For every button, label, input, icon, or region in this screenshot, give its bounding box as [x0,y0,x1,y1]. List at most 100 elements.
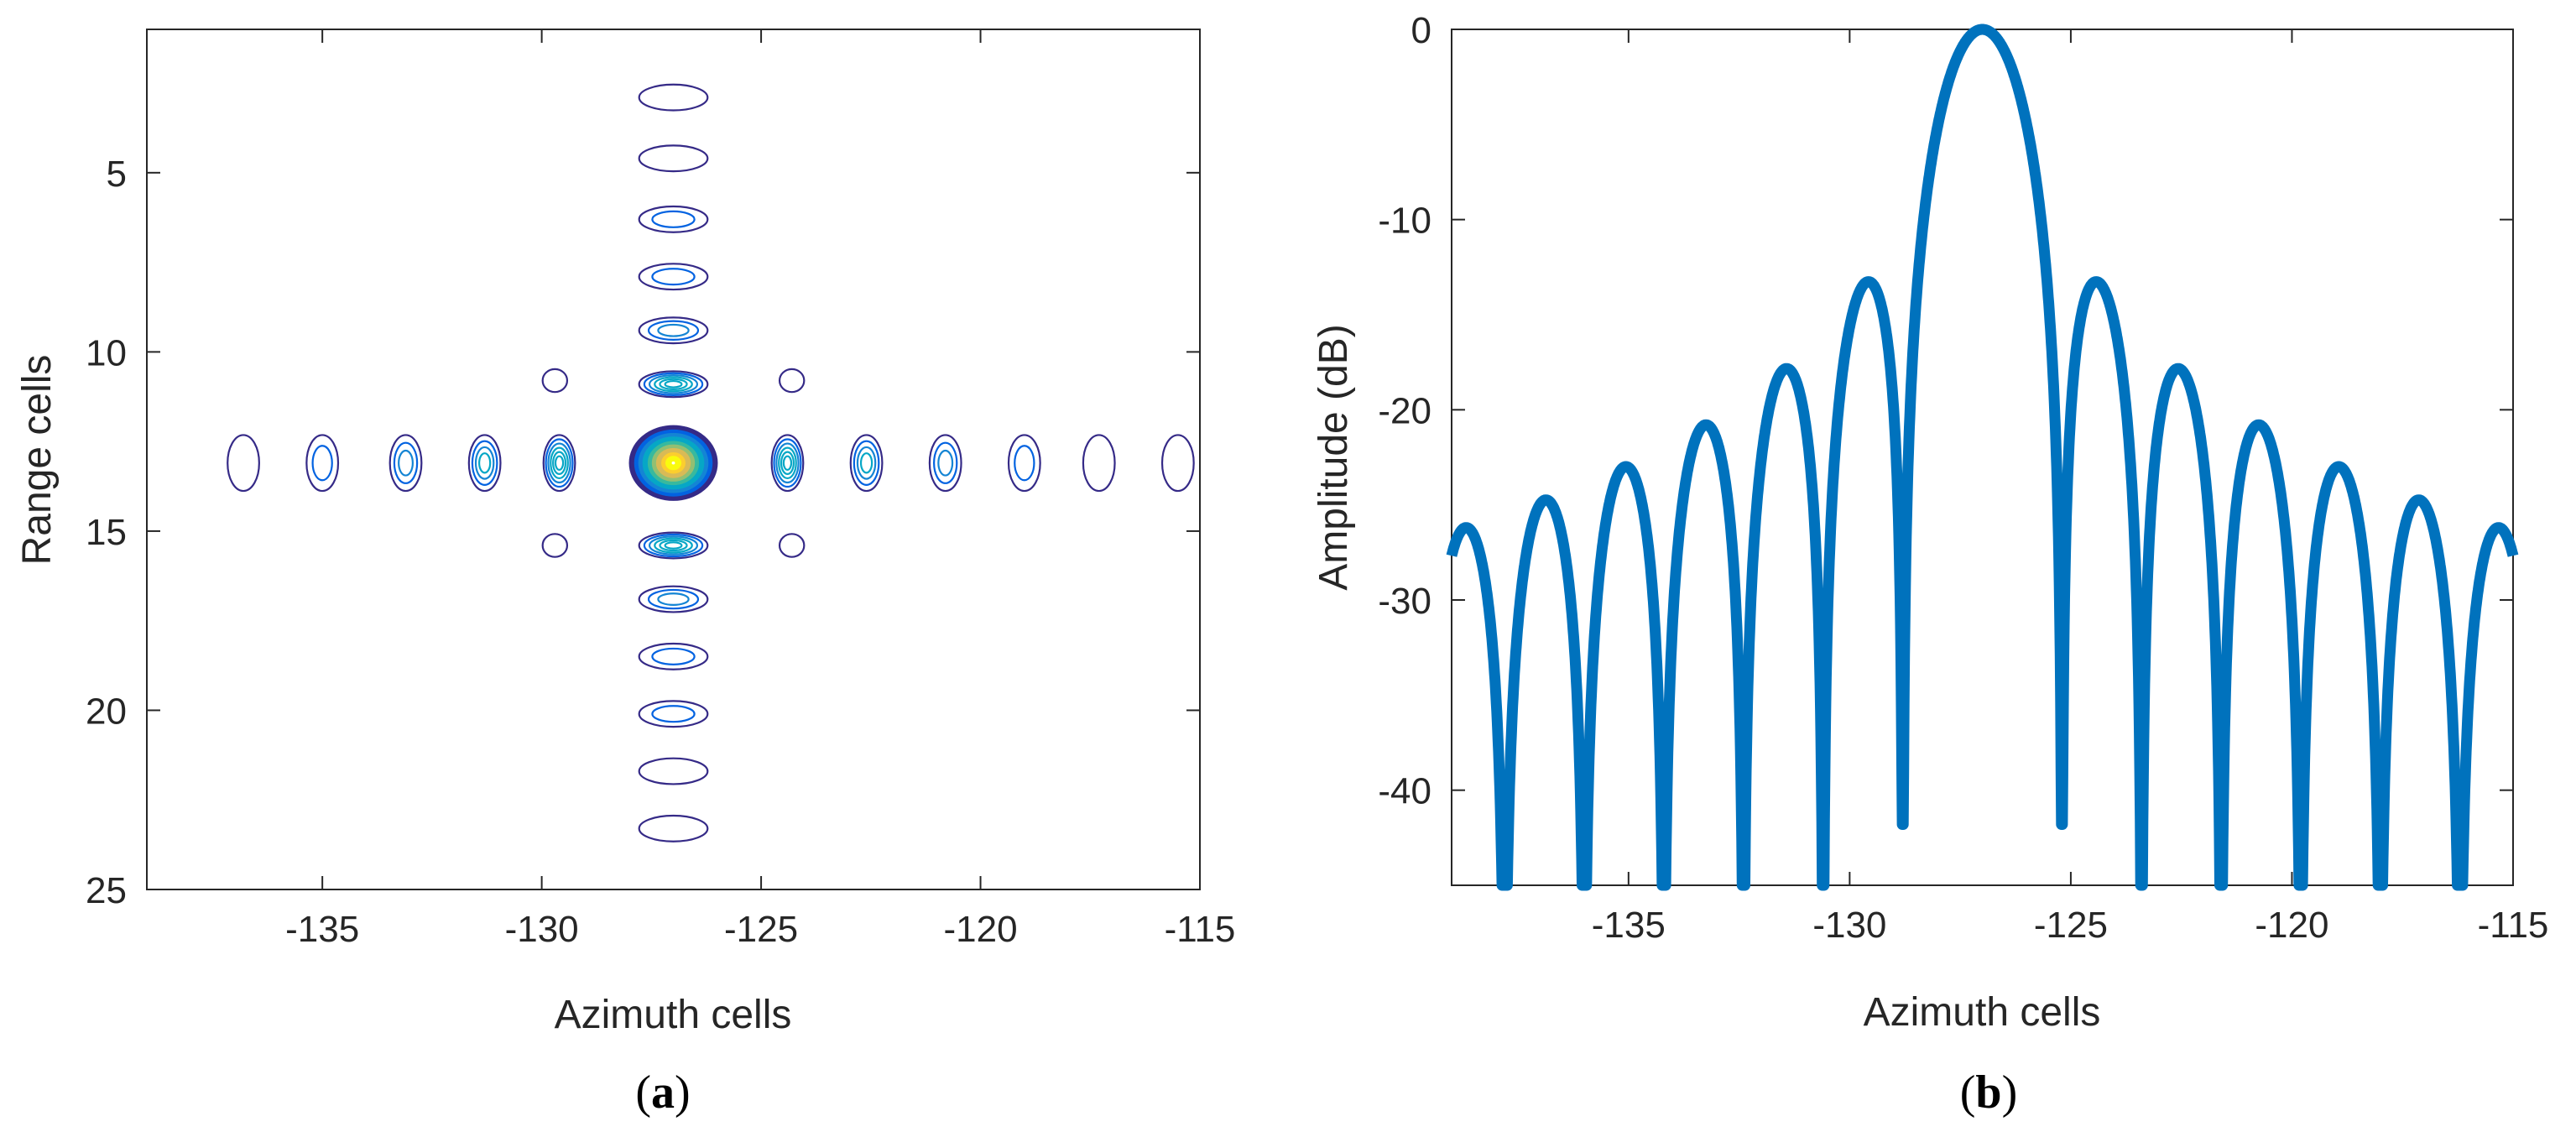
contour-range-lobe-8-level-0 [638,642,709,670]
contour-range-lobe-6-level-5 [664,541,683,550]
contour-azimuth-lobe-6-level-0 [849,434,884,493]
contour-range-lobe-9-level-0 [638,700,709,728]
contour-range-lobe-7-level-2 [657,592,690,606]
contour-azimuth-lobe-5-level-4 [780,451,795,475]
contour-azimuth-lobe-2-level-1 [393,441,419,484]
contour-azimuth-lobe-5-level-3 [778,446,797,480]
amplitude-x-tick-label: -130 [1812,905,1886,946]
contour-range-lobe-7-level-1 [647,588,700,610]
panel-label-a: (a) [635,1067,690,1119]
contour-y-tick-label: 15 [86,512,127,553]
contour-x-tick-label: -120 [944,909,1018,950]
amplitude-chart: -135 -130 -125 -120 -115 0 -10 -20 -30 -40 Azimu… [1311,10,2548,1119]
contour-range-lobe-6-level-3 [654,537,693,554]
contour-azimuth-lobe-4-level-1 [545,438,574,488]
contour-azimuth-lobe-1-level-0 [305,434,340,493]
contour-range-lobe-5-level-0 [638,370,709,399]
contour-range-lobe-5-level-3 [654,376,693,393]
amplitude-y-tick-label: -30 [1378,581,1431,622]
contour-range-lobe-6-level-2 [648,535,699,556]
contour-y-axis: 5 10 15 20 25 [86,154,1200,911]
contour-azimuth-lobe-2-level-0 [388,434,423,493]
contour-x-axis-label: Azimuth cells [555,993,792,1037]
contour-range-lobe-8-level-1 [651,647,696,665]
contour-corner-lobe-1 [778,368,806,394]
contour-range-lobe-11-level-0 [638,814,709,842]
contour-y-axis-label: Range cells [15,355,60,566]
contour-range-lobe-3-level-0 [638,263,709,291]
contour-range-lobe-4-level-2 [657,323,690,337]
contour-range-lobe-0-level-0 [638,83,709,112]
contour-azimuth-lobe-5-level-1 [773,438,802,488]
contour-corner-lobe-3 [778,533,806,558]
contour-y-tick-label: 20 [86,691,127,732]
contour-azimuth-lobe-4-level-3 [550,446,569,480]
contour-azimuth-lobe-4-level-0 [542,434,576,493]
contour-range-lobe-3-level-1 [651,268,696,286]
contour-range-lobe-1-level-0 [638,144,709,173]
amplitude-x-axis: -135 -130 -125 -120 -115 [1592,29,2549,946]
contour-azimuth-lobe-6-level-3 [859,452,873,474]
contour-x-tick-label: -125 [724,909,798,950]
contour-azimuth-lobe-3-level-2 [474,446,495,480]
contour-range-lobe-6-level-4 [659,539,688,552]
contour-x-tick-label: -135 [285,909,359,950]
contour-azimuth-lobe-4-level-4 [552,451,567,475]
contour-azimuth-lobe-8-level-0 [1007,434,1041,493]
amplitude-series-line [1446,23,2519,891]
contour-range-lobe-10-level-0 [638,757,709,785]
contour-lines [227,83,1195,842]
amplitude-x-tick-label: -135 [1592,905,1666,946]
contour-azimuth-lobe-5-level-5 [782,455,793,471]
panel-label-b: (b) [1960,1067,2017,1119]
amplitude-x-tick-label: -115 [2478,905,2549,946]
contour-azimuth-lobe-1-level-1 [311,445,333,482]
contour-range-lobe-4-level-1 [647,320,700,341]
contour-azimuth-lobe-7-level-0 [928,434,962,493]
contour-azimuth-lobe-7-level-2 [937,449,954,477]
contour-main-lobe-level-39 [669,459,678,467]
contour-y-tick-label: 25 [86,870,127,911]
contour-chart: -135 -130 -125 -120 -115 5 10 15 20 25 Azimuth c… [15,29,1235,1119]
amplitude-plot-area [1451,29,2514,886]
amplitude-y-tick-label: -40 [1378,771,1431,812]
contour-x-tick-label: -130 [505,909,579,950]
contour-range-lobe-5-level-1 [643,372,704,396]
amplitude-x-tick-label: -125 [2034,905,2108,946]
amplitude-y-tick-label: -10 [1378,201,1431,242]
contour-azimuth-lobe-10-level-0 [1160,434,1195,493]
amplitude-y-tick-label: 0 [1411,10,1431,51]
contour-x-tick-label: -115 [1165,909,1236,950]
contour-azimuth-lobe-6-level-1 [853,440,880,486]
contour-azimuth-lobe-5-level-2 [775,442,800,484]
contour-y-tick-label: 5 [107,154,127,195]
amplitude-y-axis: 0 -10 -20 -30 -40 [1378,10,2513,812]
contour-range-lobe-6-level-0 [638,531,709,560]
contour-range-lobe-9-level-1 [651,705,696,723]
amplitude-x-tick-label: -120 [2255,905,2328,946]
contour-corner-lobe-2 [541,533,569,558]
contour-corner-lobe-0 [541,368,569,394]
contour-range-lobe-6-level-1 [643,533,704,558]
contour-azimuth-lobe-3-level-3 [477,452,492,474]
contour-range-lobe-4-level-0 [638,316,709,345]
contour-azimuth-lobe-6-level-2 [856,446,877,480]
contour-azimuth-lobe-4-level-2 [547,442,571,484]
contour-range-lobe-7-level-0 [638,585,709,613]
amplitude-x-axis-label: Azimuth cells [1864,990,2101,1035]
contour-azimuth-lobe-7-level-1 [933,441,958,484]
amplitude-y-tick-label: -20 [1378,390,1431,431]
contour-azimuth-lobe-3-level-1 [471,440,498,486]
contour-range-lobe-2-level-0 [638,205,709,233]
contour-azimuth-lobe-0-level-0 [227,434,260,493]
contour-azimuth-lobe-2-level-2 [398,449,414,477]
contour-azimuth-lobe-8-level-1 [1014,445,1035,482]
contour-range-lobe-5-level-5 [664,379,683,389]
contour-range-lobe-2-level-1 [651,210,696,228]
contour-x-axis: -135 -130 -125 -120 -115 [285,29,1235,950]
contour-azimuth-lobe-9-level-0 [1082,434,1116,493]
amplitude-y-axis-label: Amplitude (dB) [1311,324,1356,590]
contour-azimuth-lobe-5-level-0 [770,434,805,493]
contour-range-lobe-5-level-4 [659,378,688,390]
